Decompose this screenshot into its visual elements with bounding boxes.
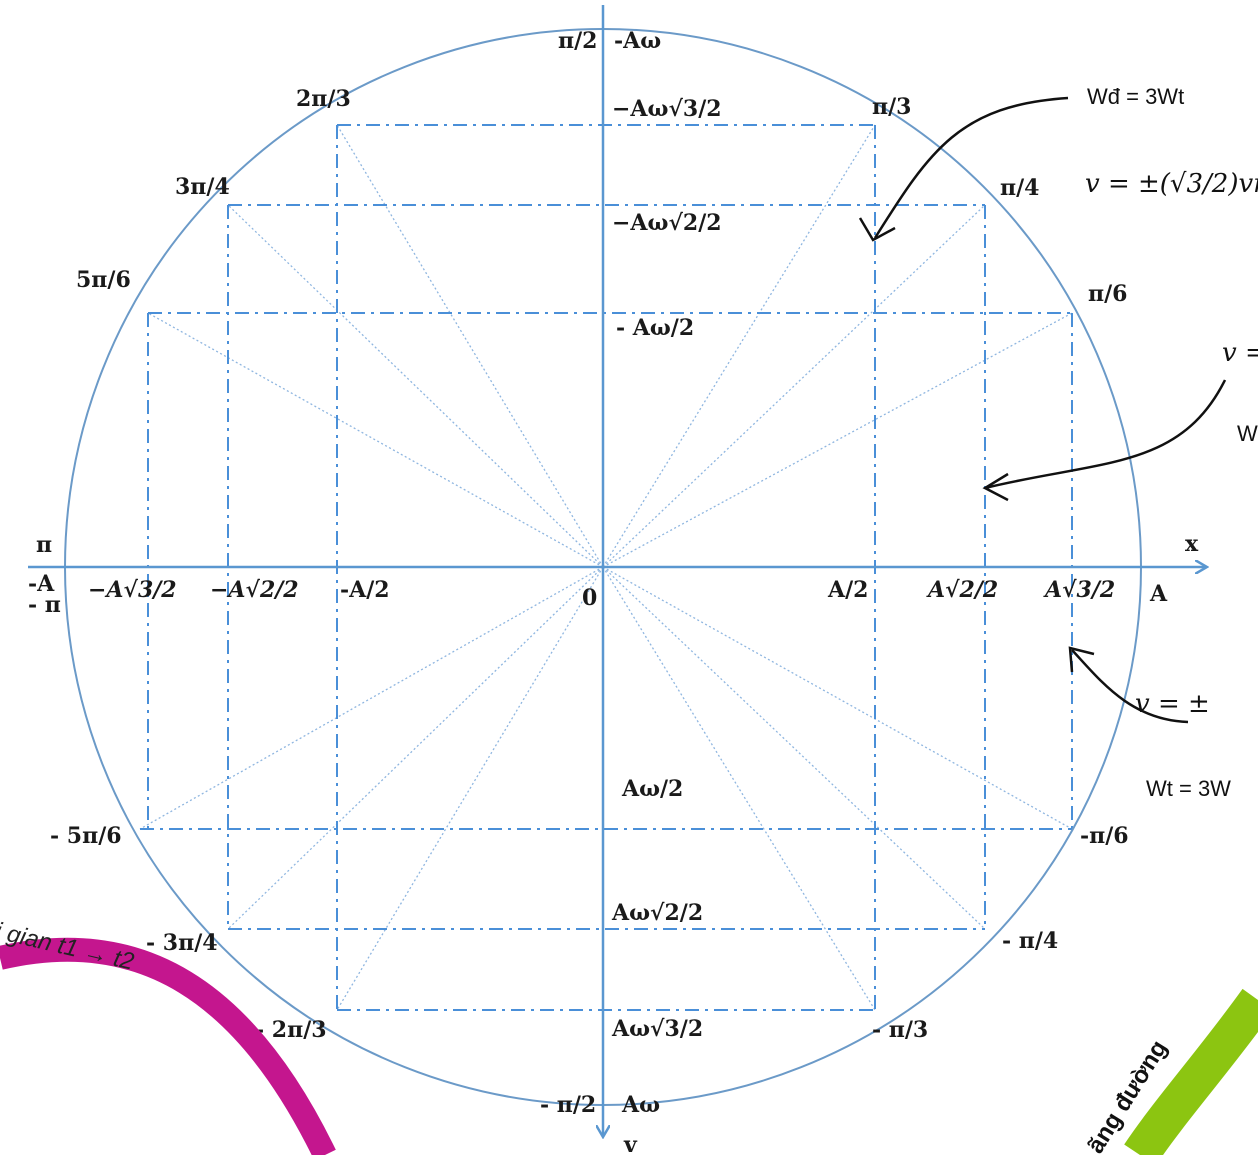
x-label-neg-A-sqrt3: −A√3/2 [88, 577, 177, 603]
angle-rays [139, 124, 1073, 1011]
x-label-A-sqrt2: A√2/2 [926, 577, 998, 603]
bottom-left-caption: i gian t1 → t2 [0, 918, 137, 976]
annotation-wd-3wt: Wđ = 3Wt [1087, 84, 1184, 109]
x-label-pi: π [36, 532, 52, 558]
annotation-arrow-bottom [1071, 649, 1189, 724]
annotation-w-mid: W [1237, 421, 1258, 446]
angle-label-neg-pi-6: -π/6 [1080, 823, 1129, 849]
arrow-head-mid [982, 472, 1009, 502]
annotation-v-formula-mid: v = [1222, 338, 1258, 368]
x-label-A-sqrt3: A√3/2 [1043, 577, 1115, 603]
angle-label-pi-3: π/3 [872, 94, 911, 120]
v-label-bottom: Aω [621, 1092, 660, 1118]
annotation-v-formula-bottom: v = ± [1135, 689, 1210, 719]
x-axis-label: x [1185, 531, 1199, 557]
v-label-neg-sqrt2: −Aω√2/2 [612, 210, 722, 236]
v-label-sqrt3: Aω√3/2 [611, 1016, 703, 1042]
magenta-arc [0, 937, 336, 1155]
angle-label-neg-2pi-3: - 2π/3 [255, 1017, 327, 1043]
v-label-neg-half: - Aω/2 [616, 315, 694, 341]
green-arc [1124, 988, 1258, 1155]
angle-label-pi-6: π/6 [1088, 281, 1127, 307]
v-axis-label: v [623, 1132, 638, 1155]
angle-label-neg-pi-3: - π/3 [872, 1017, 928, 1043]
angle-label-neg-3pi-4: - 3π/4 [146, 930, 218, 956]
annotation-arrow-mid [984, 379, 1227, 490]
angle-label-5pi-6: 5π/6 [76, 267, 131, 293]
annotation-wt-3w: Wt = 3W [1146, 776, 1231, 801]
arrow-head-bottom [1068, 646, 1095, 673]
arrow-head-top [858, 217, 896, 242]
x-label-A-half: A/2 [827, 577, 868, 603]
angle-label-pi-4: π/4 [1000, 175, 1039, 201]
angle-label-neg-pi-4: - π/4 [1002, 928, 1058, 954]
angle-label-neg-5pi-6: - 5π/6 [50, 823, 122, 849]
angle-label-2pi-3: 2π/3 [296, 86, 351, 112]
x-label-A: A [1149, 581, 1168, 607]
angle-label-3pi-4: 3π/4 [175, 174, 230, 200]
angle-label-pi-2: π/2 [558, 28, 597, 54]
x-label-neg-pi: - π [28, 592, 61, 618]
v-label-top: -Aω [614, 28, 661, 54]
annotation-arrow-top [873, 96, 1069, 239]
origin-label: 0 [582, 585, 597, 611]
v-label-sqrt2: Aω√2/2 [611, 900, 703, 926]
angle-label-neg-pi-2: - π/2 [540, 1092, 596, 1118]
v-label-neg-sqrt3: −Aω√3/2 [612, 96, 722, 122]
x-label-neg-A-sqrt2: −A√2/2 [210, 577, 299, 603]
x-label-neg-A-half: -A/2 [340, 577, 390, 603]
v-label-half: Aω/2 [621, 776, 683, 802]
annotation-v-formula-top: v = ±(√3/2)vmax [1085, 169, 1258, 199]
x-label-neg-A: -A [28, 571, 55, 597]
